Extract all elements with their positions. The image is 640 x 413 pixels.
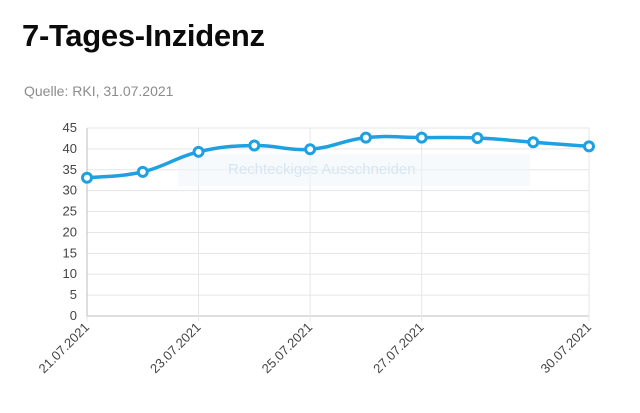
x-tick-label: 25.07.2021 <box>259 320 316 377</box>
y-tick-label: 5 <box>70 287 77 302</box>
x-tick-labels: 21.07.2021 23.07.2021 25.07.2021 27.07.2021… <box>35 320 594 377</box>
data-point[interactable]: 25.07.2021: 39.9 <box>304 143 317 156</box>
y-tick-label: 40 <box>63 141 77 156</box>
y-tick-labels: 0 5 10 15 20 25 30 35 40 45 <box>63 120 77 323</box>
data-point[interactable]: 22.07.2021: 34.5 <box>136 165 149 178</box>
data-point[interactable]: 26.07.2021: 42.7 <box>359 131 372 144</box>
y-tick-label: 15 <box>63 245 77 260</box>
data-point[interactable]: 29.07.2021: 41.6 <box>527 136 540 149</box>
data-point[interactable]: 24.07.2021: 40.8 <box>248 139 261 152</box>
x-tick-label: 23.07.2021 <box>147 320 204 377</box>
y-tick-label: 45 <box>63 120 77 135</box>
y-tick-label: 35 <box>63 162 77 177</box>
x-tick-label: 30.07.2021 <box>537 320 594 377</box>
x-tick-label: 21.07.2021 <box>35 320 92 377</box>
data-point[interactable]: 28.07.2021: 42.6 <box>471 132 484 145</box>
watermark-overlay: Rechteckiges Ausschneiden <box>178 154 530 186</box>
series-layer: 21.07.2021: 33.1 22.07.2021: 34.5 23.07.20… <box>81 131 595 184</box>
data-point[interactable]: 30.07.2021: 40.6 <box>583 140 595 153</box>
incidence-series-line <box>85 134 591 180</box>
y-tick-label: 20 <box>63 224 77 239</box>
y-tick-label: 30 <box>63 183 77 198</box>
data-point[interactable]: 23.07.2021: 39.3 <box>192 145 205 158</box>
watermark-label: Rechteckiges Ausschneiden <box>228 161 416 178</box>
y-tick-label: 25 <box>63 204 77 219</box>
data-point[interactable]: 27.07.2021: 42.7 <box>415 131 428 144</box>
data-point[interactable]: 21.07.2021: 33.1 <box>81 171 93 184</box>
x-tick-label: 27.07.2021 <box>370 320 427 377</box>
chart-source: Quelle: RKI, 31.07.2021 <box>24 83 174 99</box>
watermark-box <box>178 154 530 186</box>
y-tick-label: 10 <box>63 266 77 281</box>
chart-title: 7-Tages-Inzidenz <box>22 18 265 53</box>
y-tick-label: 0 <box>70 308 77 323</box>
